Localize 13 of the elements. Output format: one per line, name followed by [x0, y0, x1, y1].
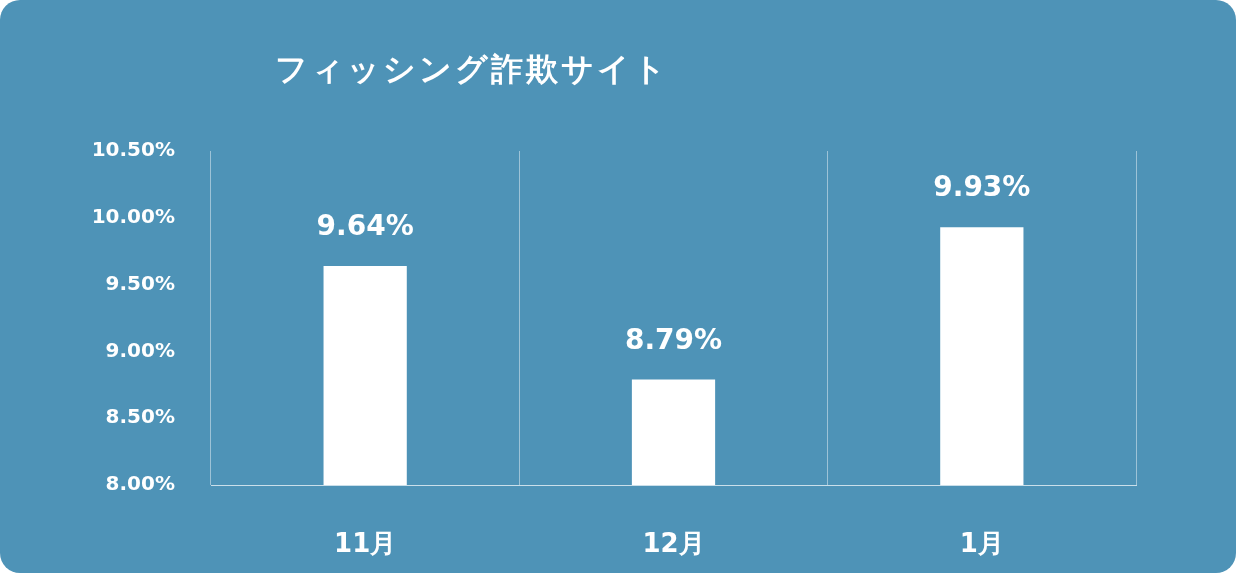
y-tick-label: 8.50% [105, 404, 175, 429]
data-label: 9.64% [316, 209, 414, 243]
x-tick-label: 12月 [642, 528, 705, 559]
y-tick-label: 9.00% [105, 337, 175, 362]
y-tick-label: 9.50% [105, 270, 175, 295]
chart-title: フィッシング詐欺サイト [275, 49, 669, 90]
y-tick-label: 10.50% [91, 137, 175, 162]
y-tick-label: 8.00% [105, 471, 175, 496]
data-label: 8.79% [624, 322, 723, 356]
x-tick-label: 11月 [334, 528, 397, 559]
x-tick-label: 1月 [959, 528, 1004, 559]
data-label: 9.93% [933, 170, 1031, 204]
y-tick-label: 10.00% [91, 204, 175, 228]
